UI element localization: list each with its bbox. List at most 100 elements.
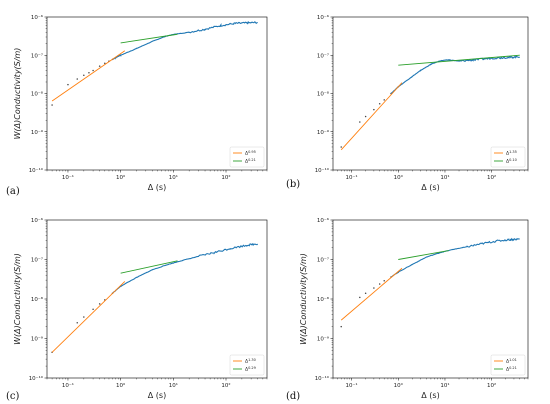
legend-box bbox=[490, 354, 526, 376]
x-tick-label: 10⁻¹ bbox=[62, 174, 74, 181]
y-tick-label: 10⁻⁶ bbox=[31, 14, 44, 21]
data-point bbox=[364, 115, 367, 118]
x-tick-label: 10¹ bbox=[440, 174, 449, 181]
legend-exponent: 1.35 bbox=[509, 150, 517, 154]
data-point bbox=[51, 104, 53, 106]
legend-exponent: 0.21 bbox=[248, 158, 256, 162]
plot-frame bbox=[46, 219, 268, 379]
y-tick-label: 10⁻¹⁰ bbox=[29, 167, 44, 174]
x-tick-label: 10² bbox=[221, 174, 230, 181]
data-point bbox=[92, 69, 94, 72]
data-point bbox=[104, 62, 106, 64]
y-tick-label: 10⁻⁶ bbox=[31, 217, 44, 224]
fit-line-2 bbox=[398, 54, 520, 66]
data-point bbox=[373, 287, 375, 289]
data-point bbox=[76, 322, 78, 324]
legend-exponent: 0.10 bbox=[509, 158, 517, 162]
data-point bbox=[88, 71, 90, 74]
legend-label: Δ0.10 bbox=[506, 158, 517, 165]
x-tick-label: 10² bbox=[487, 382, 496, 389]
y-axis-label: W(Δ)Conductivity(S/m) bbox=[13, 48, 22, 140]
data-point bbox=[359, 296, 361, 299]
data-point bbox=[98, 303, 101, 305]
legend-exponent: 0.29 bbox=[248, 366, 256, 370]
fit-line-1 bbox=[340, 267, 403, 321]
legend-box bbox=[229, 146, 265, 168]
plot-frame bbox=[332, 219, 529, 379]
x-tick-label: 10² bbox=[221, 382, 230, 389]
y-tick-label: 10⁻⁸ bbox=[31, 91, 44, 98]
y-tick-label: 10⁻⁹ bbox=[31, 336, 43, 343]
legend-label: Δ0.95 bbox=[245, 150, 256, 157]
x-axis-label: Δ (s) bbox=[421, 391, 439, 400]
y-tick-label: 10⁻⁸ bbox=[317, 296, 330, 303]
y-tick-label: 10⁻⁹ bbox=[31, 129, 43, 136]
x-tick-label: 10⁰ bbox=[394, 382, 404, 389]
chart-panel-4: 10⁻¹ 10⁰ 10¹ 10² 10⁻¹⁰ 10⁻⁹ 10⁻⁸ 10⁻⁷ 10⁻⁶ Δ (s) W… bbox=[286, 217, 529, 402]
data-point bbox=[383, 279, 385, 282]
data-point bbox=[340, 325, 342, 328]
legend-box bbox=[490, 146, 526, 168]
data-point bbox=[340, 146, 342, 148]
panel-letter: (a) bbox=[6, 186, 20, 197]
data-point bbox=[378, 102, 381, 105]
fit-line-2 bbox=[120, 33, 178, 44]
y-tick-label: 10⁻⁶ bbox=[317, 14, 330, 21]
x-tick-label: 10⁻¹ bbox=[62, 382, 74, 389]
legend-label: Δ1.30 bbox=[245, 358, 256, 365]
x-tick-label: 10⁰ bbox=[394, 174, 404, 181]
x-tick-label: 10⁻¹ bbox=[346, 382, 358, 389]
legend-exponent: 0.95 bbox=[248, 150, 256, 154]
data-point bbox=[83, 74, 85, 77]
data-point bbox=[373, 108, 375, 111]
x-axis-label: Δ (s) bbox=[421, 183, 439, 192]
y-tick-label: 10⁻⁷ bbox=[31, 52, 43, 59]
y-tick-label: 10⁻⁶ bbox=[317, 217, 330, 224]
panel-letter: (b) bbox=[286, 179, 300, 190]
x-tick-label: 10¹ bbox=[169, 174, 178, 181]
fit-line-2 bbox=[120, 260, 178, 274]
y-tick-label: 10⁻⁸ bbox=[317, 91, 330, 98]
x-axis-label: Δ (s) bbox=[148, 183, 166, 192]
y-tick-label: 10⁻⁷ bbox=[31, 257, 43, 264]
legend-exponent: 1.30 bbox=[248, 358, 256, 362]
x-tick-label: 10² bbox=[487, 174, 496, 181]
data-point bbox=[67, 83, 69, 86]
data-line bbox=[112, 242, 259, 294]
chart-panel-3: 10⁻¹ 10⁰ 10¹ 10² 10⁻¹⁰ 10⁻⁹ 10⁻⁸ 10⁻⁷ 10⁻⁶ Δ (s) W… bbox=[6, 217, 268, 402]
y-tick-label: 10⁻¹⁰ bbox=[315, 167, 330, 174]
data-point bbox=[76, 78, 78, 80]
fit-line-2 bbox=[398, 250, 449, 260]
panel-letter: (d) bbox=[286, 391, 300, 402]
y-tick-label: 10⁻⁹ bbox=[317, 129, 329, 136]
x-tick-label: 10⁰ bbox=[116, 174, 126, 181]
legend-box bbox=[229, 354, 265, 376]
data-point bbox=[359, 121, 361, 123]
x-tick-label: 10¹ bbox=[169, 382, 178, 389]
x-tick-label: 10¹ bbox=[440, 382, 449, 389]
data-line bbox=[390, 237, 520, 278]
legend-label: Δ0.21 bbox=[245, 158, 256, 165]
x-axis-label: Δ (s) bbox=[148, 391, 166, 400]
x-tick-label: 10⁰ bbox=[116, 382, 126, 389]
y-axis-label: W(Δ)Conductivity(S/m) bbox=[299, 253, 308, 345]
data-point bbox=[98, 65, 101, 67]
y-tick-label: 10⁻⁷ bbox=[317, 52, 329, 59]
legend-label: Δ1.01 bbox=[506, 358, 517, 365]
data-point bbox=[92, 308, 94, 311]
data-point bbox=[83, 316, 85, 318]
y-tick-label: 10⁻⁷ bbox=[317, 257, 329, 264]
fit-line-1 bbox=[51, 50, 126, 102]
fit-line-1 bbox=[51, 281, 126, 353]
legend-label: Δ0.29 bbox=[245, 366, 256, 373]
legend-label: Δ1.35 bbox=[506, 150, 517, 157]
y-tick-label: 10⁻⁹ bbox=[317, 336, 329, 343]
chart-panel-1: 10⁻¹ 10⁰ 10¹ 10² 10⁻¹⁰ 10⁻⁹ 10⁻⁸ 10⁻⁷ 10⁻⁶ Δ (s) W… bbox=[6, 14, 268, 197]
x-tick-label: 10⁻¹ bbox=[346, 174, 358, 181]
data-point bbox=[364, 292, 367, 294]
